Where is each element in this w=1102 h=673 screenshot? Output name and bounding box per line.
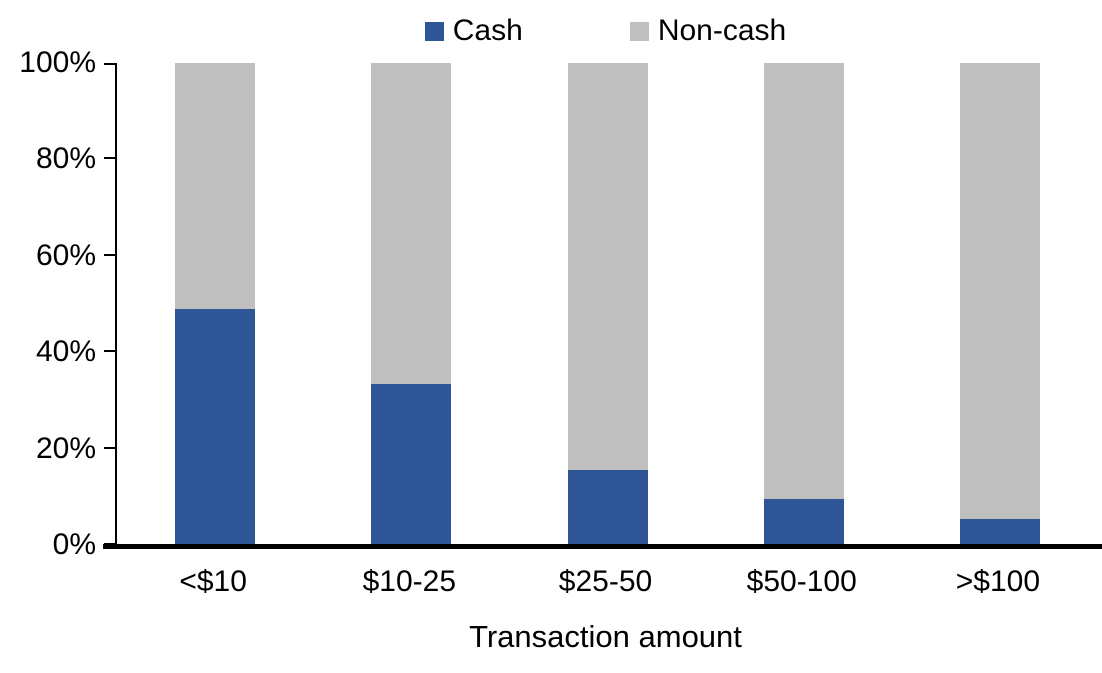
bar--10-25 bbox=[371, 63, 452, 545]
bar-slot bbox=[313, 63, 509, 545]
y-tick-mark bbox=[104, 63, 117, 65]
x-tick-label: $50-100 bbox=[746, 565, 857, 598]
bar-segment-cash bbox=[371, 383, 452, 545]
x-axis-line bbox=[103, 544, 1102, 549]
bar-slot bbox=[902, 63, 1098, 545]
bar-segment-non-cash bbox=[959, 63, 1040, 519]
bar-segment-non-cash bbox=[371, 63, 452, 384]
bar-segment-non-cash bbox=[175, 63, 256, 309]
bar--10 bbox=[175, 63, 256, 545]
bar-slot bbox=[706, 63, 902, 545]
plot-area bbox=[103, 63, 1102, 549]
y-tick-mark bbox=[104, 157, 117, 160]
y-tick-mark bbox=[104, 350, 117, 353]
bar--50-100 bbox=[763, 63, 844, 545]
bar-segment-cash bbox=[567, 470, 648, 545]
x-axis-title: Transaction amount bbox=[469, 619, 742, 654]
legend: Cash Non-cash bbox=[115, 12, 1096, 50]
legend-label: Non-cash bbox=[657, 14, 787, 47]
bar--100 bbox=[959, 63, 1040, 545]
bar-segment-cash bbox=[175, 308, 256, 545]
y-tick-mark bbox=[104, 446, 117, 449]
y-tick-label: 100% bbox=[19, 46, 96, 79]
x-tick-label: $25-50 bbox=[558, 565, 653, 598]
x-tick-label: >$100 bbox=[955, 565, 1041, 598]
y-tick-label: 0% bbox=[52, 528, 96, 561]
bar-slot bbox=[117, 63, 313, 545]
y-tick-label: 60% bbox=[35, 238, 96, 272]
legend-swatch-icon bbox=[629, 21, 649, 41]
y-tick-label: 20% bbox=[35, 431, 96, 465]
x-axis-labels: <$10 $10-25 $25-50 $50-100 >$100 bbox=[115, 563, 1096, 601]
legend-swatch-icon bbox=[424, 21, 444, 41]
legend-item-non-cash: Non-cash bbox=[629, 14, 787, 48]
y-axis: 0% 20% 40% 60% 80% 100% bbox=[0, 46, 96, 561]
bar--25-50 bbox=[567, 63, 648, 545]
y-tick-mark bbox=[104, 543, 117, 545]
bar-slot bbox=[509, 63, 705, 545]
x-tick-label: <$10 bbox=[179, 565, 247, 598]
legend-label: Cash bbox=[452, 14, 523, 47]
bar-segment-non-cash bbox=[567, 63, 648, 471]
bar-segment-non-cash bbox=[763, 63, 844, 500]
y-tick-mark bbox=[104, 253, 117, 256]
y-tick-label: 80% bbox=[35, 142, 96, 176]
x-tick-label: $10-25 bbox=[362, 565, 457, 598]
bar-segment-cash bbox=[959, 518, 1040, 545]
bar-segment-cash bbox=[763, 499, 844, 545]
y-tick-label: 40% bbox=[35, 335, 96, 369]
legend-item-cash: Cash bbox=[424, 14, 523, 48]
